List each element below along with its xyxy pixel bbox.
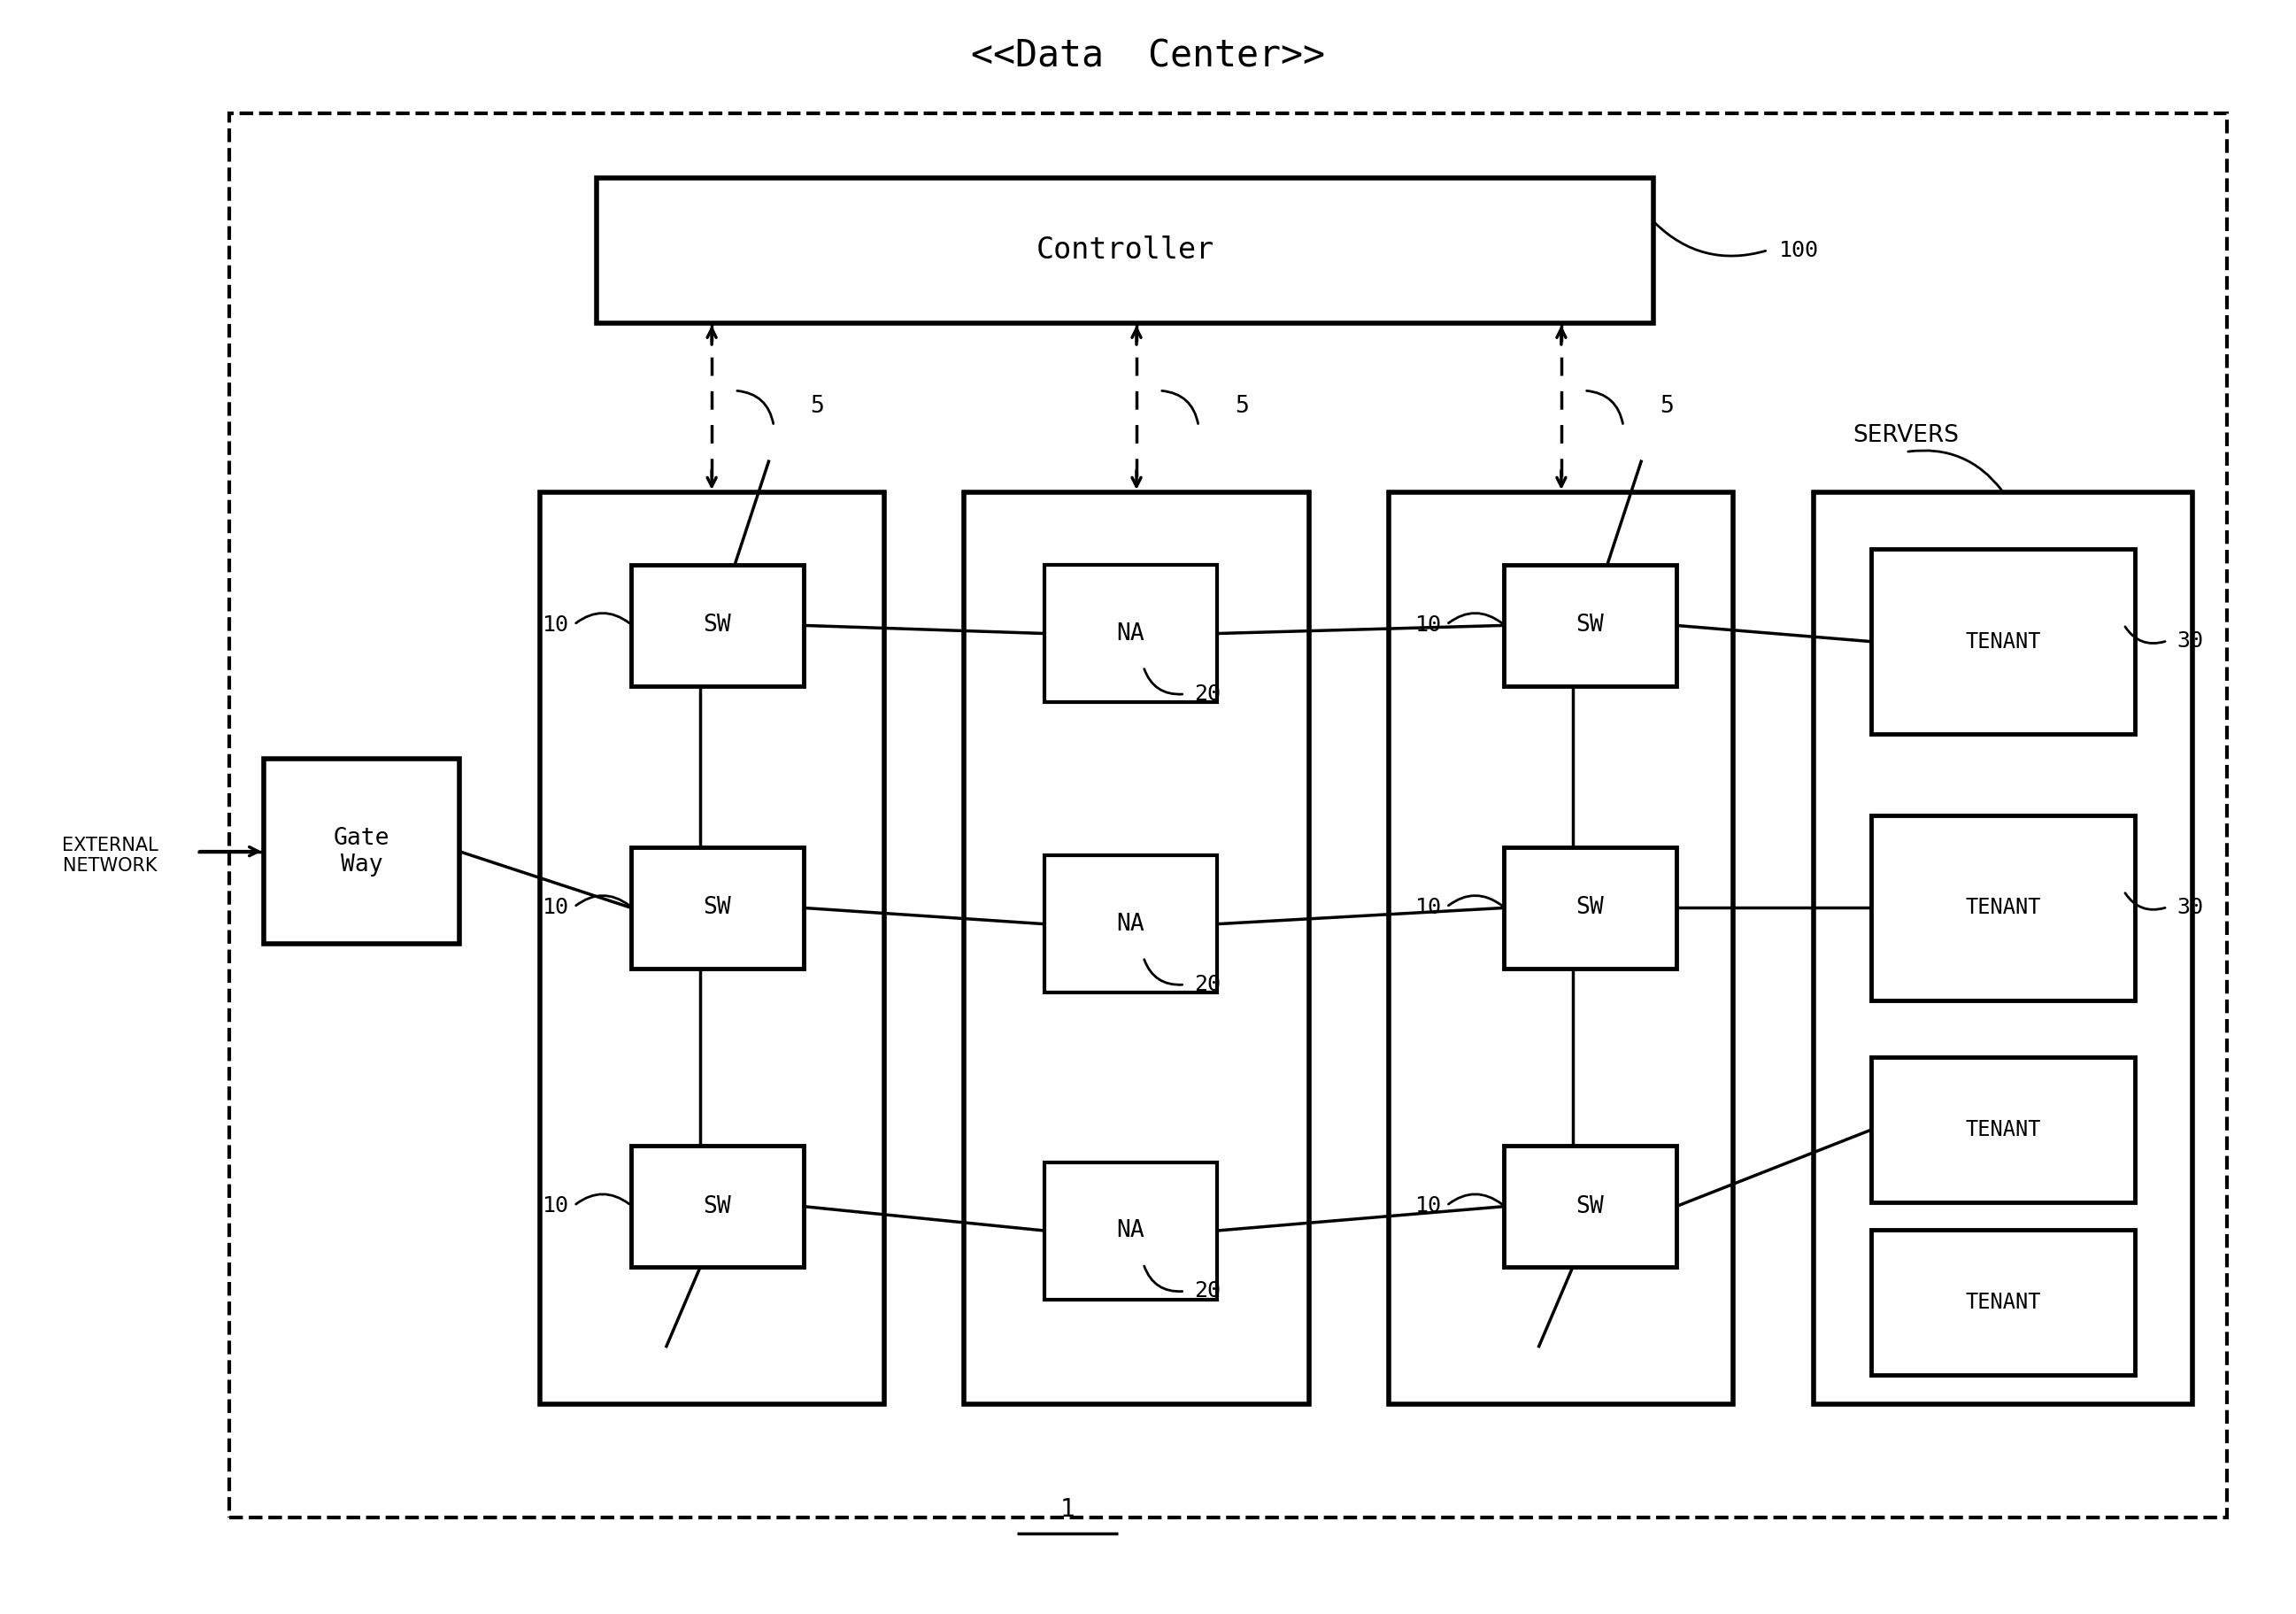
Bar (631, 565, 804, 686)
Bar (1871, 1230, 2135, 1375)
Bar (1045, 565, 1217, 702)
Text: NA: NA (1116, 621, 1146, 646)
Text: NA: NA (1116, 1219, 1146, 1243)
Bar (597, 178, 1653, 323)
Text: 5: 5 (1660, 395, 1674, 418)
Text: SW: SW (703, 896, 732, 920)
Text: 10: 10 (542, 1194, 569, 1217)
Text: SERVERS: SERVERS (1853, 424, 1958, 447)
Bar (1045, 855, 1217, 993)
Bar (1871, 549, 2135, 734)
Bar (631, 847, 804, 968)
Text: Gate
Way: Gate Way (333, 826, 390, 876)
Text: EXTERNAL
NETWORK: EXTERNAL NETWORK (62, 836, 158, 875)
Text: 20: 20 (1194, 683, 1221, 705)
Text: 30: 30 (2177, 896, 2204, 918)
Text: 20: 20 (1194, 973, 1221, 996)
Text: NA: NA (1116, 912, 1146, 936)
Bar (540, 492, 884, 1404)
Bar (1045, 1162, 1217, 1299)
Text: Controller: Controller (1035, 236, 1215, 265)
Text: 5: 5 (1235, 395, 1249, 418)
Text: TENANT: TENANT (1965, 1291, 2041, 1314)
Bar (1504, 1146, 1676, 1267)
Text: 100: 100 (1779, 239, 1818, 261)
Bar (631, 1146, 804, 1267)
Text: <<Data  Center>>: <<Data Center>> (971, 37, 1325, 76)
Text: SW: SW (1575, 896, 1605, 920)
Text: 10: 10 (542, 613, 569, 636)
Text: 10: 10 (1414, 896, 1442, 918)
Text: 1: 1 (1061, 1496, 1075, 1522)
Text: TENANT: TENANT (1965, 631, 2041, 652)
Bar (1504, 847, 1676, 968)
Text: 5: 5 (810, 395, 824, 418)
Bar (1814, 492, 2193, 1404)
Bar (964, 492, 1309, 1404)
Bar (230, 113, 2227, 1517)
Text: 10: 10 (542, 896, 569, 918)
Bar (1871, 815, 2135, 1001)
Text: TENANT: TENANT (1965, 897, 2041, 918)
Text: 10: 10 (1414, 1194, 1442, 1217)
Text: SW: SW (1575, 1194, 1605, 1219)
Bar (264, 759, 459, 944)
Text: SW: SW (703, 1194, 732, 1219)
Text: SW: SW (703, 613, 732, 638)
Text: 20: 20 (1194, 1280, 1221, 1302)
Text: 10: 10 (1414, 613, 1442, 636)
Text: TENANT: TENANT (1965, 1119, 2041, 1141)
Bar (1389, 492, 1733, 1404)
Text: SW: SW (1575, 613, 1605, 638)
Bar (1871, 1057, 2135, 1202)
Bar (1504, 565, 1676, 686)
Text: 30: 30 (2177, 629, 2204, 652)
